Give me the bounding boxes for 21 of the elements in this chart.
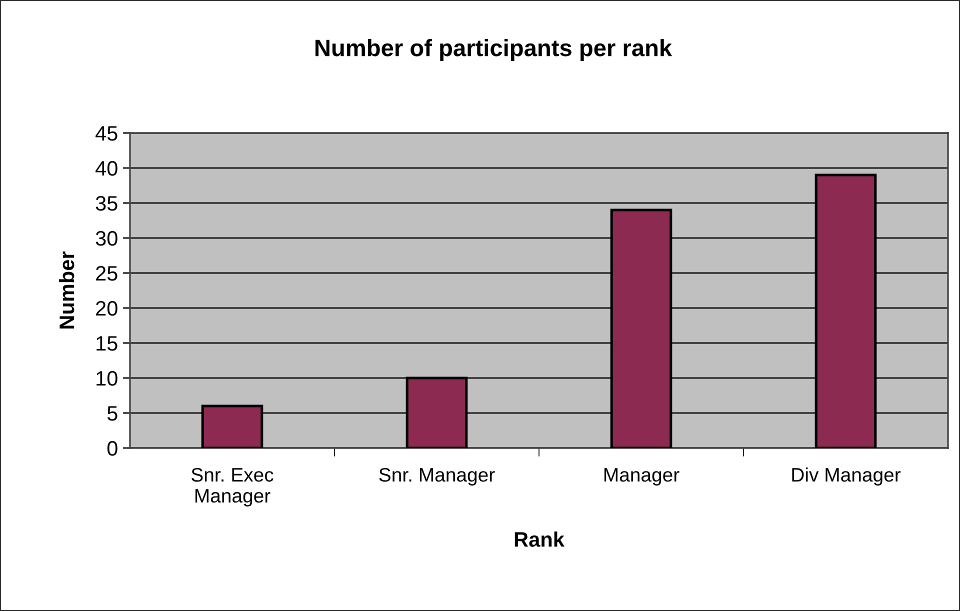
y-tick-label: 20 [96, 301, 118, 316]
bar [201, 404, 264, 448]
y-tick-label: 25 [96, 266, 118, 281]
x-tick-label: Snr. Exec Manager [192, 468, 274, 507]
y-tick-label: 30 [96, 231, 118, 246]
y-tick-label: 0 [107, 441, 118, 456]
y-tick-label: 15 [96, 336, 118, 351]
bar [814, 174, 877, 448]
y-tick-label: 10 [96, 371, 118, 386]
y-tick-label: 35 [96, 196, 118, 211]
bar [406, 376, 468, 448]
chart-title: Number of participants per rank [316, 38, 672, 62]
y-tick-label: 40 [96, 161, 118, 176]
x-axis-title: Rank [514, 532, 564, 547]
bar [610, 208, 672, 448]
x-tick-label: Manager [604, 468, 680, 486]
y-axis-title: Number [58, 251, 74, 328]
x-tick-label: Snr. Manager [379, 468, 495, 486]
y-tick-label: 45 [96, 126, 118, 141]
x-tick-label: Div Manager [792, 467, 901, 486]
y-tick-label: 5 [107, 406, 118, 421]
